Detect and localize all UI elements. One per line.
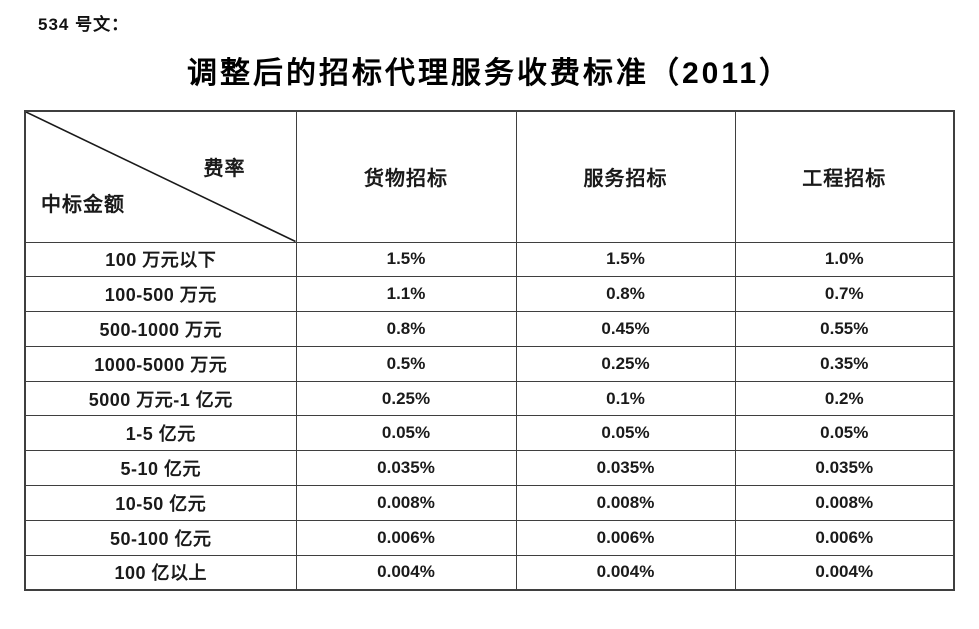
corner-label-amount: 中标金额 [41, 194, 125, 216]
table-row: 500-1000 万元 0.8% 0.45% 0.55% [24, 311, 955, 347]
service-rate-cell: 0.1% [515, 380, 736, 417]
goods-rate-cell: 0.8% [295, 311, 517, 347]
engineering-rate-cell: 1.0% [734, 241, 955, 278]
goods-rate-cell: 1.5% [295, 241, 517, 278]
engineering-rate-cell: 0.2% [734, 380, 955, 417]
table-row: 5000 万元-1 亿元 0.25% 0.1% 0.2% [24, 380, 955, 417]
amount-cell: 5-10 亿元 [24, 450, 297, 487]
table-row: 100 万元以下 1.5% 1.5% 1.0% [24, 241, 955, 278]
goods-rate-cell: 0.008% [295, 485, 517, 521]
amount-cell: 50-100 亿元 [24, 519, 297, 556]
amount-cell: 100 万元以下 [24, 241, 297, 278]
page-title: 调整后的招标代理服务收费标准（2011） [186, 57, 793, 90]
engineering-rate-cell: 0.035% [734, 450, 955, 487]
service-rate-cell: 0.8% [515, 276, 736, 313]
service-rate-cell: 0.05% [515, 415, 736, 452]
service-rate-cell: 0.006% [515, 519, 736, 556]
column-header-goods: 货物招标 [295, 110, 517, 243]
goods-rate-cell: 0.035% [295, 450, 517, 487]
goods-rate-cell: 0.5% [295, 345, 517, 382]
table-row: 5-10 亿元 0.035% 0.035% 0.035% [24, 450, 955, 487]
amount-cell: 5000 万元-1 亿元 [24, 380, 297, 417]
table-row: 50-100 亿元 0.006% 0.006% 0.006% [24, 519, 955, 556]
amount-cell: 100 亿以上 [24, 554, 297, 591]
corner-header-cell: 费率 中标金额 [24, 110, 297, 243]
table-row: 100 亿以上 0.004% 0.004% 0.004% [24, 554, 955, 591]
service-rate-cell: 0.25% [515, 345, 736, 382]
engineering-rate-cell: 0.55% [734, 311, 955, 347]
column-header-engineering: 工程招标 [734, 110, 955, 243]
header-row: 费率 中标金额 货物招标 服务招标 工程招标 [24, 110, 955, 243]
corner-label-rate: 费率 [203, 158, 246, 180]
goods-rate-cell: 0.05% [295, 415, 517, 452]
engineering-rate-cell: 0.006% [734, 519, 955, 556]
column-header-service: 服务招标 [515, 110, 736, 243]
goods-rate-cell: 0.004% [295, 554, 517, 591]
amount-cell: 1-5 亿元 [24, 415, 297, 452]
service-rate-cell: 0.008% [515, 485, 736, 521]
doc-number: 534 号文： [38, 15, 130, 34]
engineering-rate-cell: 0.35% [734, 345, 955, 382]
service-rate-cell: 0.45% [515, 311, 736, 347]
engineering-rate-cell: 0.7% [734, 276, 955, 313]
table-row: 10-50 亿元 0.008% 0.008% 0.008% [24, 485, 955, 521]
goods-rate-cell: 1.1% [295, 276, 517, 313]
engineering-rate-cell: 0.05% [734, 415, 955, 452]
service-rate-cell: 0.035% [515, 450, 736, 487]
service-rate-cell: 1.5% [515, 241, 736, 278]
amount-cell: 500-1000 万元 [24, 311, 297, 347]
goods-rate-cell: 0.25% [295, 380, 517, 417]
table-row: 1000-5000 万元 0.5% 0.25% 0.35% [24, 345, 955, 382]
amount-cell: 100-500 万元 [24, 276, 297, 313]
engineering-rate-cell: 0.008% [734, 485, 955, 521]
table-row: 1-5 亿元 0.05% 0.05% 0.05% [24, 415, 955, 452]
amount-cell: 1000-5000 万元 [24, 345, 297, 382]
fee-rate-table: 费率 中标金额 货物招标 服务招标 工程招标 100 万元以下 1.5% 1.5… [24, 110, 955, 591]
goods-rate-cell: 0.006% [295, 519, 517, 556]
amount-cell: 10-50 亿元 [24, 485, 297, 521]
service-rate-cell: 0.004% [515, 554, 736, 591]
diagonal-divider-line [26, 112, 296, 242]
engineering-rate-cell: 0.004% [734, 554, 955, 591]
table-row: 100-500 万元 1.1% 0.8% 0.7% [24, 276, 955, 313]
